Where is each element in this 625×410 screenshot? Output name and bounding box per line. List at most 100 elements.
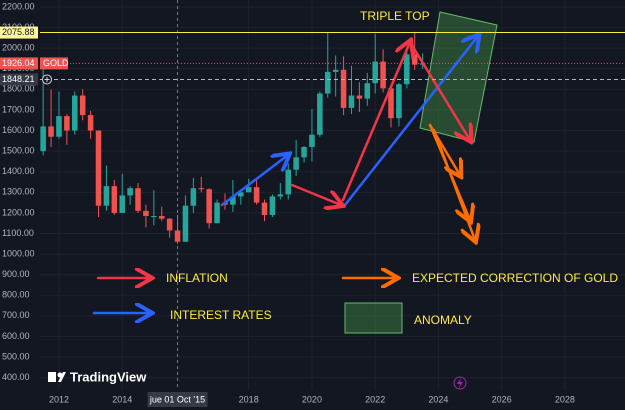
annotation: INTEREST RATES bbox=[170, 308, 272, 322]
arrow bbox=[408, 40, 470, 140]
candle-body bbox=[372, 61, 378, 84]
y-tick-label: 1500.00 bbox=[2, 146, 35, 156]
candle-body bbox=[356, 95, 363, 99]
candle-body bbox=[174, 230, 181, 242]
candle-body bbox=[72, 95, 78, 131]
candle-body bbox=[206, 189, 212, 224]
anomaly-legend-box bbox=[344, 302, 403, 334]
y-tick-label: 1600.00 bbox=[2, 125, 35, 135]
price-label: 2075.88 bbox=[2, 27, 35, 37]
y-tick-label: 1100.00 bbox=[2, 228, 34, 238]
candle-body bbox=[135, 188, 141, 211]
candle-body bbox=[293, 157, 299, 170]
y-tick-label: 1800.00 bbox=[2, 84, 35, 94]
crosshair-label: jue 01 Oct '15 bbox=[149, 394, 205, 404]
price-label-bg bbox=[0, 26, 38, 39]
candle-body bbox=[238, 192, 244, 197]
price-label: 1848.21 bbox=[2, 74, 35, 84]
arrow bbox=[290, 183, 341, 205]
brand: TradingView bbox=[70, 369, 147, 384]
y-tick-label: 2000.00 bbox=[2, 43, 35, 53]
candle-body bbox=[388, 88, 394, 119]
annotation: INFLATION bbox=[166, 271, 228, 285]
x-tick-label: 2014 bbox=[112, 394, 132, 404]
candle-body bbox=[119, 195, 125, 213]
candle-body bbox=[182, 205, 189, 242]
price-label-bg bbox=[0, 73, 38, 86]
candle-body bbox=[48, 126, 54, 137]
candle-body bbox=[309, 134, 315, 148]
candle-body bbox=[269, 196, 276, 215]
candle-body bbox=[317, 93, 323, 135]
price-tag-bg bbox=[40, 57, 68, 70]
icon bbox=[453, 376, 467, 390]
candle-body bbox=[127, 188, 133, 196]
crosshair-plus bbox=[44, 76, 50, 82]
x-tick-label: 2022 bbox=[365, 394, 385, 404]
candle-body bbox=[95, 130, 102, 206]
candle-body bbox=[340, 69, 347, 108]
candle-body bbox=[40, 126, 46, 152]
price-label: 1926.04 bbox=[2, 58, 35, 68]
y-tick-label: 600.00 bbox=[2, 331, 30, 341]
candle-body bbox=[56, 116, 62, 137]
crosshair-label-bg bbox=[147, 392, 208, 407]
overlay: TRIPLE TOP INFLATION INTEREST RATES EXPE… bbox=[48, 9, 618, 390]
arrow bbox=[341, 42, 410, 202]
y-tick-label: 2200.00 bbox=[2, 1, 35, 11]
candle-body bbox=[79, 95, 86, 116]
candle-body bbox=[364, 83, 371, 99]
y-tick-label: 900.00 bbox=[2, 269, 30, 279]
candle-body bbox=[111, 186, 118, 213]
y-tick-label: 500.00 bbox=[2, 351, 30, 361]
arrow bbox=[343, 36, 478, 207]
candle-body bbox=[190, 188, 197, 206]
x-tick-label: 2028 bbox=[555, 394, 575, 404]
candle-body bbox=[214, 202, 220, 224]
candle-body bbox=[64, 116, 70, 131]
x-tick-label: 2012 bbox=[49, 394, 69, 404]
y-tick-label: 800.00 bbox=[2, 290, 30, 300]
candle-body bbox=[261, 202, 268, 215]
arrow bbox=[220, 155, 288, 207]
candle-body bbox=[404, 54, 410, 85]
candle-body bbox=[396, 84, 402, 119]
candles bbox=[40, 31, 426, 244]
price-label-bg bbox=[0, 57, 38, 70]
candle-body bbox=[143, 210, 149, 217]
candle-body bbox=[166, 218, 173, 231]
x-tick-label: 2020 bbox=[302, 394, 322, 404]
candle-body bbox=[332, 69, 339, 72]
annotation: ANOMALY bbox=[414, 313, 472, 327]
candle-body bbox=[245, 187, 252, 193]
candle-body bbox=[324, 71, 331, 94]
candle-body bbox=[285, 169, 291, 195]
arrow bbox=[432, 128, 475, 240]
y-tick-label: 400.00 bbox=[2, 372, 30, 382]
candle-body bbox=[151, 216, 157, 218]
candle-body bbox=[198, 188, 205, 190]
candle-body bbox=[87, 115, 94, 131]
annotation: EXPECTED CORRECTION OF GOLD bbox=[412, 271, 618, 285]
y-tick-label: 1200.00 bbox=[2, 207, 35, 217]
y-tick-label: 1300.00 bbox=[2, 187, 35, 197]
icon bbox=[457, 378, 463, 388]
candle-body bbox=[103, 186, 110, 206]
candle-body bbox=[348, 95, 355, 108]
annotation: TRIPLE TOP bbox=[360, 9, 430, 23]
candle-body bbox=[277, 194, 284, 197]
y-tick-label: 700.00 bbox=[2, 310, 30, 320]
y-tick-label: 1700.00 bbox=[2, 104, 35, 114]
x-tick-label: 2024 bbox=[428, 394, 448, 404]
x-tick-label: 2026 bbox=[492, 394, 512, 404]
y-tick-label: 1000.00 bbox=[2, 248, 35, 258]
arrows bbox=[92, 36, 478, 313]
x-tick-label: 2018 bbox=[239, 394, 259, 404]
candle-body bbox=[301, 147, 307, 158]
price-tag: GOLD bbox=[43, 58, 69, 68]
candle-body bbox=[380, 61, 386, 89]
